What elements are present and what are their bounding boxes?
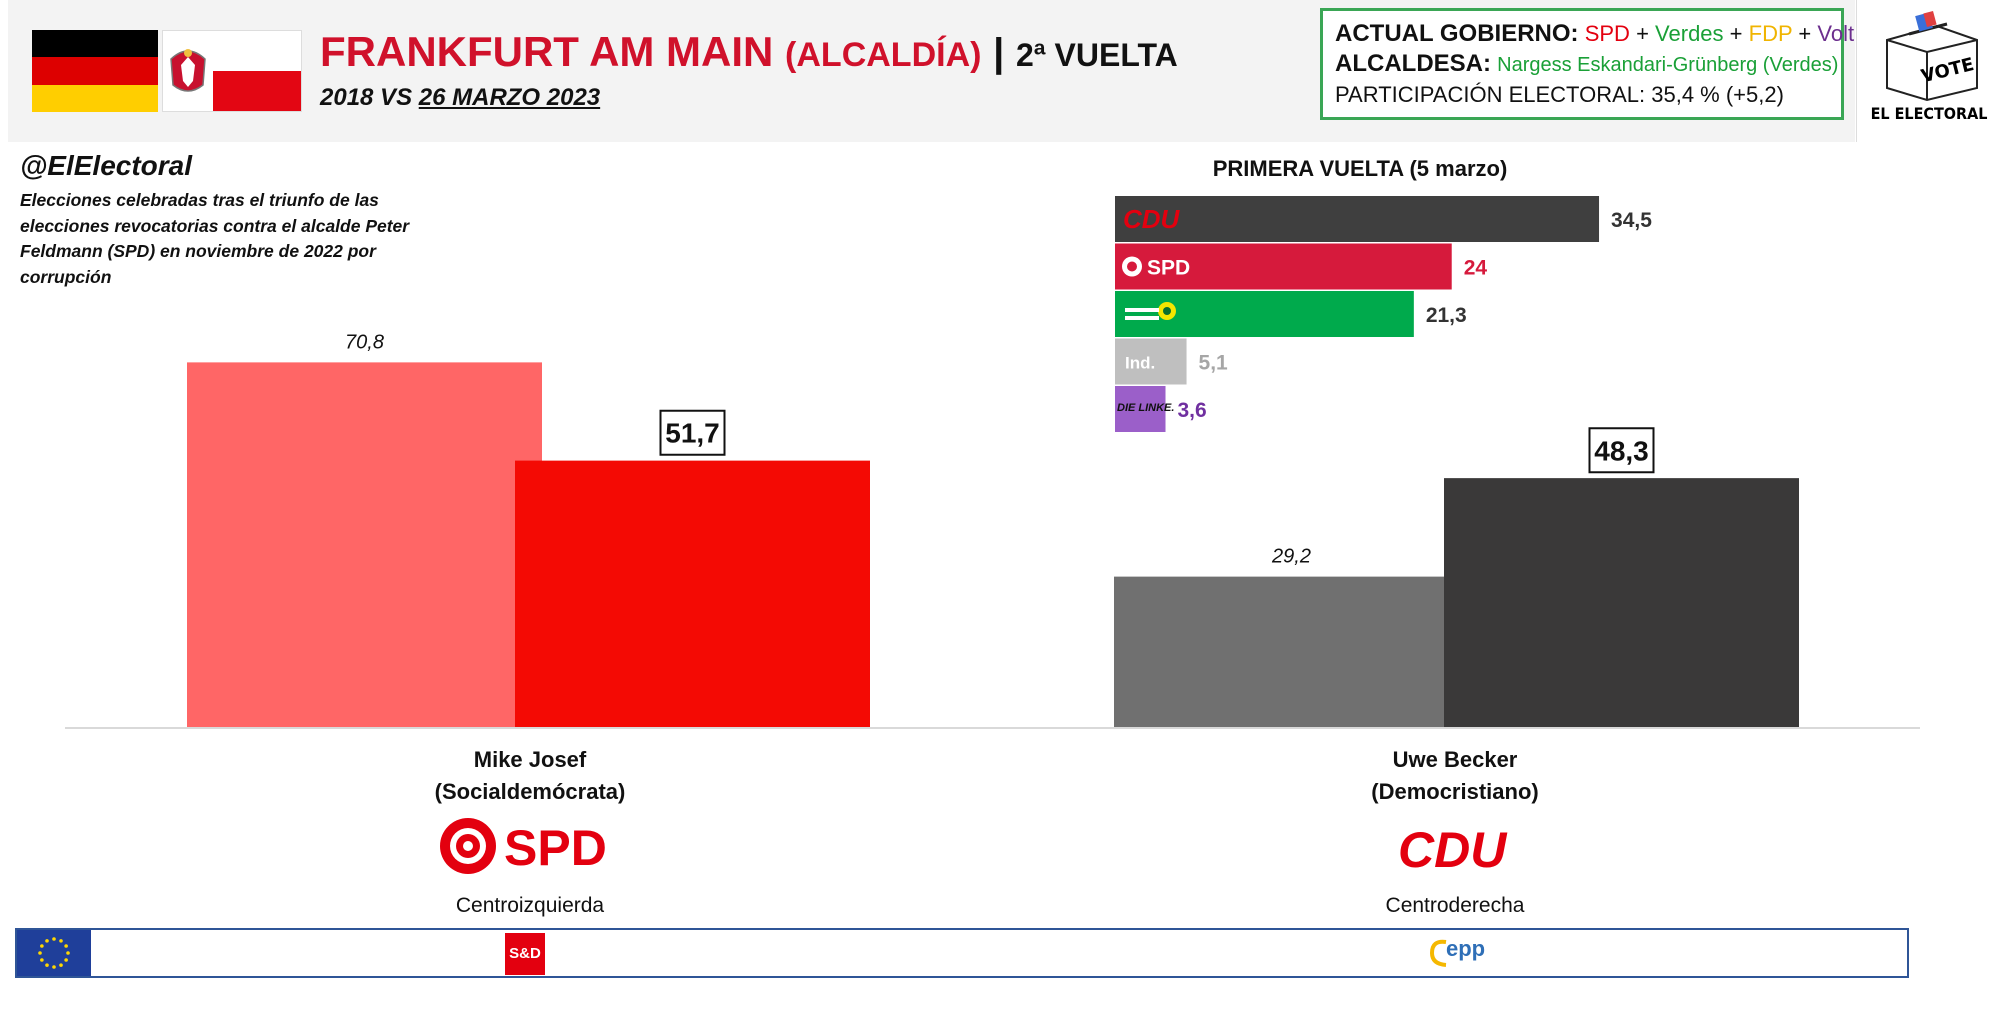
page-title: FRANKFURT AM MAIN (ALCALDÍA) | 2ª VUELTA bbox=[320, 28, 1178, 75]
rose-icon bbox=[440, 818, 496, 874]
government-line: ACTUAL GOBIERNO: SPD + Verdes + FDP + Vo… bbox=[1335, 20, 1855, 47]
eu-groups-bar bbox=[15, 928, 1909, 978]
sd-group-logo: S&D bbox=[505, 933, 545, 975]
info-box: ACTUAL GOBIERNO: SPD + Verdes + FDP + Vo… bbox=[1320, 8, 1855, 120]
svg-text:CDU: CDU bbox=[1398, 822, 1508, 874]
greens-logo-text-mark bbox=[1125, 308, 1159, 312]
eu-star bbox=[66, 951, 70, 955]
candidate-name: Uwe Becker bbox=[1392, 747, 1518, 772]
data-label-2018: 29,2 bbox=[1271, 546, 1311, 568]
candidate-right: Uwe Becker (Democristiano) bbox=[1255, 744, 1655, 808]
data-label-box bbox=[1588, 427, 1655, 474]
inset-party-label: CDU bbox=[1123, 204, 1181, 234]
inset-chart-title: PRIMERA VUELTA (5 marzo) bbox=[1213, 156, 1508, 181]
inset-party-label: Ind. bbox=[1125, 354, 1155, 373]
eu-star bbox=[38, 951, 42, 955]
inset-value-label: 24 bbox=[1464, 257, 1488, 280]
ballot-box-icon: VOTE bbox=[1886, 10, 1978, 102]
rose-icon-center bbox=[1127, 261, 1137, 272]
bar-2023-front bbox=[515, 460, 870, 727]
inset-bar-ind bbox=[1115, 338, 1187, 385]
data-label-2018: 70,8 bbox=[345, 331, 384, 353]
inset-party-label: DIE LINKE. bbox=[1117, 402, 1174, 414]
inset-party-label: SPD bbox=[1147, 257, 1190, 280]
turnout-line: PARTICIPACIÓN ELECTORAL: 35,4 % (+5,2) bbox=[1335, 82, 1784, 107]
eu-flag bbox=[17, 930, 91, 976]
cdu-party-logo: CDU bbox=[1398, 822, 1508, 874]
inset-bar-cdu bbox=[1115, 196, 1600, 242]
epp-heart-icon bbox=[1429, 939, 1447, 967]
page-subtitle: 2018 VS 26 MARZO 2023 bbox=[320, 84, 601, 111]
data-label-box bbox=[659, 409, 726, 456]
eu-star bbox=[45, 963, 49, 967]
eu-star bbox=[40, 958, 44, 962]
bar-2023-front bbox=[1444, 478, 1799, 727]
ideology-right: Centroderecha bbox=[1385, 894, 1525, 917]
eu-star bbox=[59, 939, 63, 943]
social-handle: @ElElectoral bbox=[20, 150, 193, 181]
frankfurt-flag bbox=[162, 30, 302, 112]
inset-value-label: 5,1 bbox=[1199, 352, 1229, 375]
eu-star bbox=[64, 944, 68, 948]
inset-bar-spd bbox=[1115, 243, 1452, 290]
spd-party-logo: SPD bbox=[440, 818, 607, 876]
eu-star bbox=[45, 939, 49, 943]
data-label-2023: 48,3 bbox=[1594, 435, 1649, 466]
mayor-line: ALCALDESA: Nargess Eskandari-Grünberg (V… bbox=[1335, 50, 1839, 77]
context-note: Elecciones celebradas tras el triunfo de… bbox=[20, 190, 410, 287]
candidate-group: (Socialdemócrata) bbox=[434, 779, 626, 804]
bar-2018-josef bbox=[187, 362, 542, 727]
inset-bar-dielinke bbox=[1115, 386, 1166, 432]
germany-flag bbox=[32, 30, 158, 112]
ideology-left: Centroizquierda bbox=[455, 894, 605, 917]
data-label-2023: 51,7 bbox=[665, 418, 720, 449]
el-electoral-logo: VOTE EL ELECTORAL bbox=[1856, 0, 2000, 142]
candidate-group: (Democristiano) bbox=[1371, 779, 1539, 804]
eu-star bbox=[59, 963, 63, 967]
frankfurt-eagle-icon bbox=[170, 49, 206, 92]
eu-star bbox=[52, 937, 56, 941]
candidate-left: Mike Josef (Socialdemócrata) bbox=[330, 744, 730, 808]
inset-value-label: 34,5 bbox=[1611, 209, 1652, 232]
inset-value-label: 3,6 bbox=[1178, 399, 1207, 422]
eu-star bbox=[40, 944, 44, 948]
epp-group-logo: epp bbox=[1428, 936, 1498, 970]
bar-2018-becker bbox=[1114, 576, 1469, 727]
greens-logo-text-mark bbox=[1125, 316, 1159, 320]
inset-value-label: 21,3 bbox=[1426, 304, 1467, 327]
el-electoral-label: EL ELECTORAL bbox=[1870, 104, 1988, 123]
sunflower-icon-center bbox=[1163, 307, 1171, 315]
candidate-name: Mike Josef bbox=[473, 747, 587, 772]
eu-stars-icon bbox=[38, 937, 70, 969]
eu-star bbox=[64, 958, 68, 962]
svg-text:SPD: SPD bbox=[504, 820, 607, 876]
eu-star bbox=[52, 965, 56, 969]
